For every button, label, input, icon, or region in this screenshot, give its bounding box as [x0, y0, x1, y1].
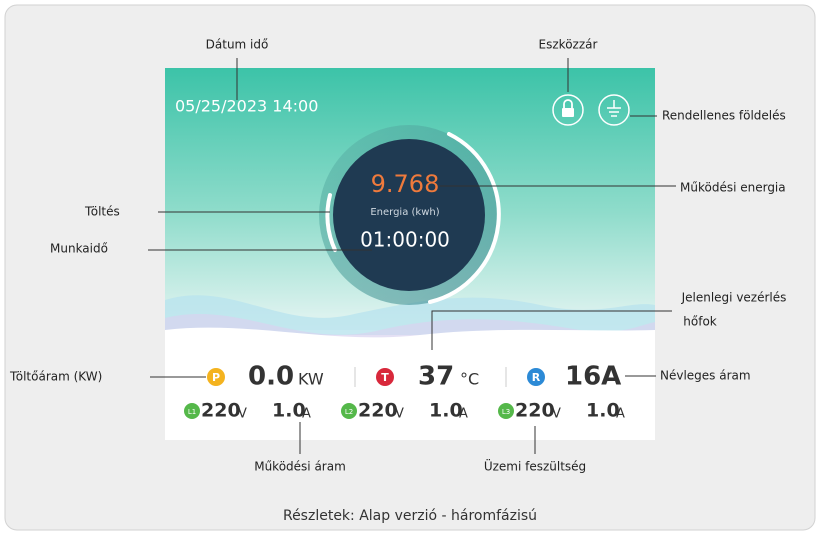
lock-body — [562, 108, 574, 117]
caption: Részletek: Alap verzió - háromfázisú — [283, 508, 537, 524]
work-time: 01:00:00 — [360, 228, 450, 252]
voltage-value: 220 — [201, 400, 241, 422]
current-value: 1.0 — [586, 400, 620, 422]
temperature-value: 37 — [418, 362, 454, 392]
callout: Töltőáram (KW) — [9, 370, 102, 384]
current-unit: A — [459, 407, 468, 422]
badge-text: T — [381, 371, 389, 384]
callout: Működési energia — [680, 181, 786, 195]
energy-label: Energia (kwh) — [370, 207, 439, 218]
power-unit: KW — [298, 370, 324, 389]
callout: Munkaidő — [50, 242, 108, 256]
voltage-value: 220 — [515, 400, 555, 422]
callout: Névleges áram — [660, 369, 751, 383]
current-unit: A — [302, 407, 311, 422]
voltage-value: 220 — [358, 400, 398, 422]
current-value: 1.0 — [429, 400, 463, 422]
phase-badge-text: L1 — [188, 408, 196, 416]
voltage-unit: V — [395, 407, 404, 422]
page: 05/25/2023 14:00 9.768 Energia (kwh) 01:… — [0, 0, 820, 535]
badge-text: R — [532, 371, 541, 384]
phase-badge-text: L2 — [345, 408, 353, 416]
current-value: 1.0 — [272, 400, 306, 422]
temperature-unit: °C — [460, 370, 479, 389]
screen: 05/25/2023 14:00 9.768 Energia (kwh) 01:… — [165, 68, 655, 440]
phase-badge-text: L3 — [502, 408, 510, 416]
voltage-unit: V — [238, 407, 247, 422]
callout: hőfok — [683, 315, 717, 329]
badge-text: P — [212, 371, 220, 384]
voltage-unit: V — [552, 407, 561, 422]
callout: Töltés — [84, 205, 120, 219]
rated-value: 16A — [565, 362, 621, 392]
datetime: 05/25/2023 14:00 — [175, 97, 318, 116]
power-value: 0.0 — [248, 362, 294, 392]
current-unit: A — [616, 407, 625, 422]
callout: Működési áram — [254, 460, 346, 474]
callout: Jelenlegi vezérlés — [681, 291, 787, 305]
callout: Eszközzár — [539, 38, 598, 52]
callout: Rendellenes földelés — [662, 109, 786, 123]
energy-value: 9.768 — [371, 170, 440, 198]
callout: Üzemi feszültség — [484, 458, 586, 474]
callout: Dátum idő — [206, 38, 269, 52]
